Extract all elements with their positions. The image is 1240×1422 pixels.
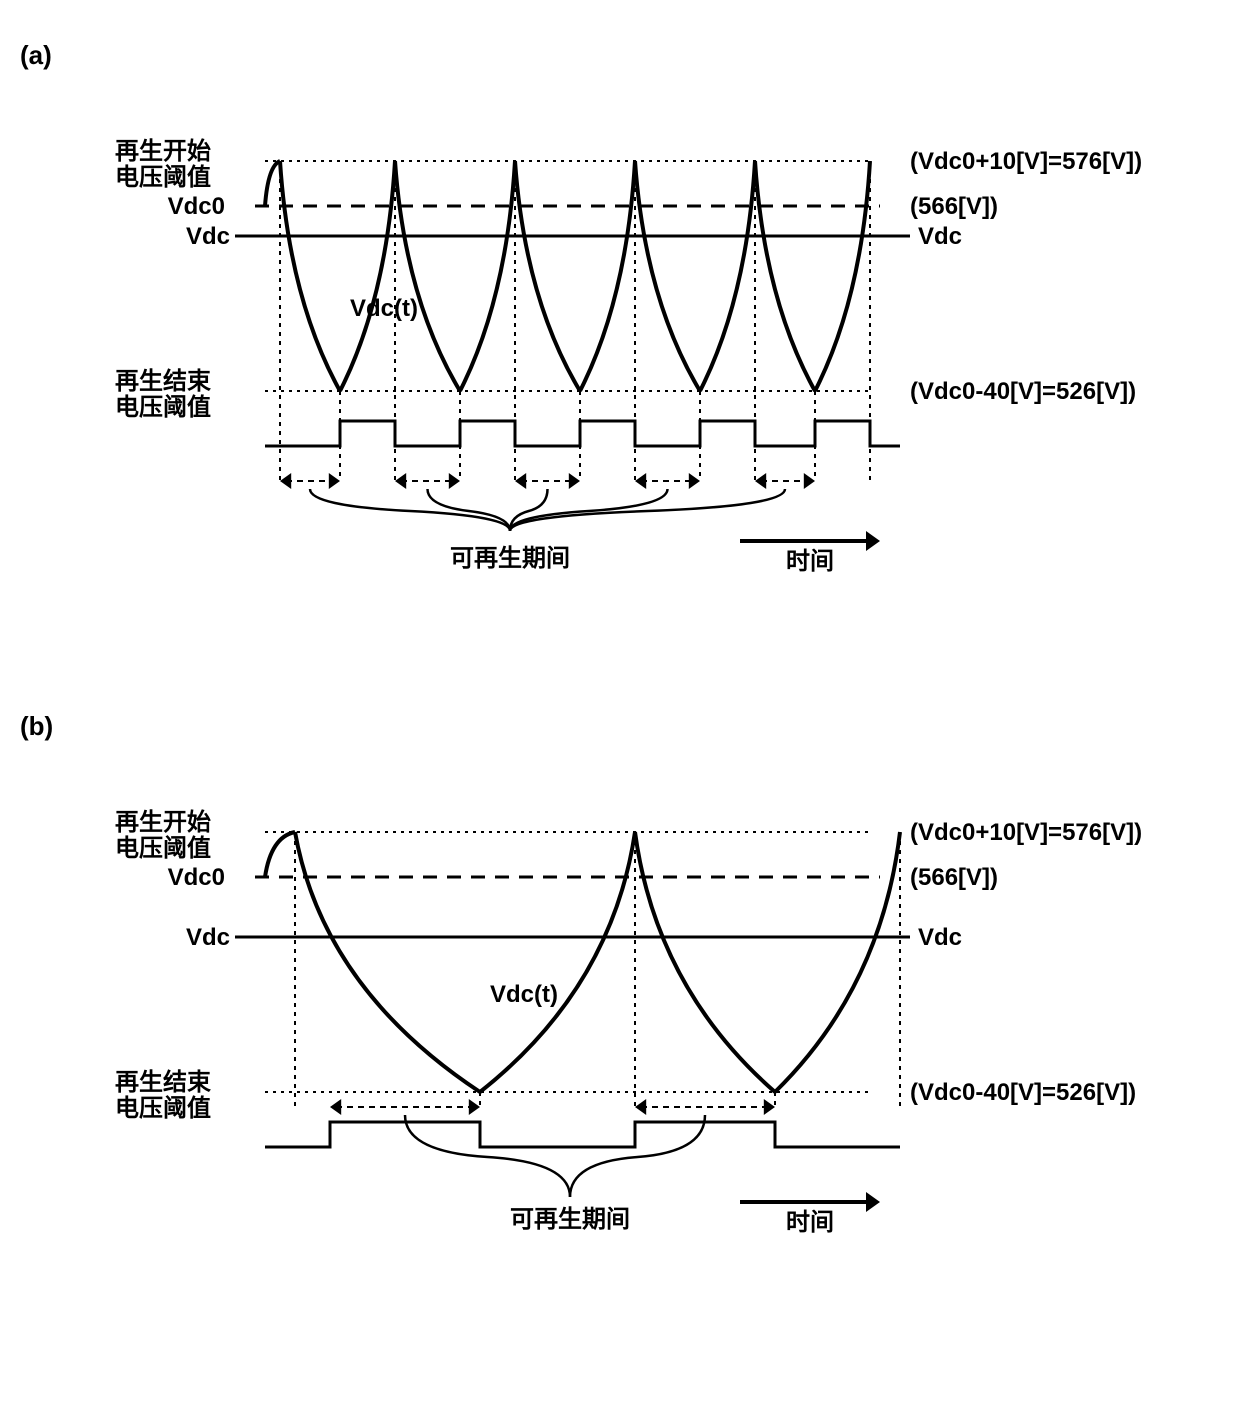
svg-text:Vdc(t): Vdc(t) [490, 981, 558, 1008]
svg-text:Vdc: Vdc [186, 924, 230, 951]
svg-text:Vdc: Vdc [918, 924, 962, 951]
svg-text:可再生期间: 可再生期间 [510, 1206, 630, 1233]
panel-label-b: (b) [20, 711, 1220, 742]
svg-text:电压阈值: 电压阈值 [115, 1094, 211, 1122]
svg-text:时间: 时间 [786, 548, 834, 575]
svg-text:(Vdc0+10[V]=576[V]): (Vdc0+10[V]=576[V]) [910, 819, 1142, 846]
svg-text:时间: 时间 [786, 1209, 834, 1236]
diagram-b: 可再生期间时间再生开始电压阈值Vdc0Vdc再生结束电压阈值(Vdc0+10[V… [40, 772, 1200, 1262]
svg-text:(Vdc0-40[V]=526[V]): (Vdc0-40[V]=526[V]) [910, 1079, 1136, 1106]
svg-text:再生结束: 再生结束 [115, 1069, 212, 1096]
svg-text:可再生期间: 可再生期间 [450, 545, 570, 572]
svg-text:(Vdc0+10[V]=576[V]): (Vdc0+10[V]=576[V]) [910, 148, 1142, 175]
svg-text:再生开始: 再生开始 [115, 809, 211, 836]
svg-text:(566[V]): (566[V]) [910, 864, 998, 891]
svg-text:电压阈值: 电压阈值 [115, 163, 211, 191]
svg-text:再生结束: 再生结束 [115, 368, 212, 395]
diagram-a: 可再生期间时间再生开始电压阈值Vdc0Vdc再生结束电压阈值(Vdc0+10[V… [40, 101, 1200, 591]
panel-label-a: (a) [20, 40, 1220, 71]
svg-text:Vdc: Vdc [918, 223, 962, 250]
svg-text:再生开始: 再生开始 [115, 138, 211, 165]
svg-text:电压阈值: 电压阈值 [115, 834, 211, 862]
panel-b: (b) 可再生期间时间再生开始电压阈值Vdc0Vdc再生结束电压阈值(Vdc0+… [20, 711, 1220, 1262]
svg-text:电压阈值: 电压阈值 [115, 393, 211, 421]
svg-text:Vdc0: Vdc0 [168, 864, 225, 891]
svg-text:Vdc(t): Vdc(t) [350, 295, 418, 322]
svg-text:Vdc: Vdc [186, 223, 230, 250]
svg-text:(Vdc0-40[V]=526[V]): (Vdc0-40[V]=526[V]) [910, 378, 1136, 405]
svg-text:Vdc0: Vdc0 [168, 193, 225, 220]
panel-a: (a) 可再生期间时间再生开始电压阈值Vdc0Vdc再生结束电压阈值(Vdc0+… [20, 40, 1220, 591]
svg-text:(566[V]): (566[V]) [910, 193, 998, 220]
